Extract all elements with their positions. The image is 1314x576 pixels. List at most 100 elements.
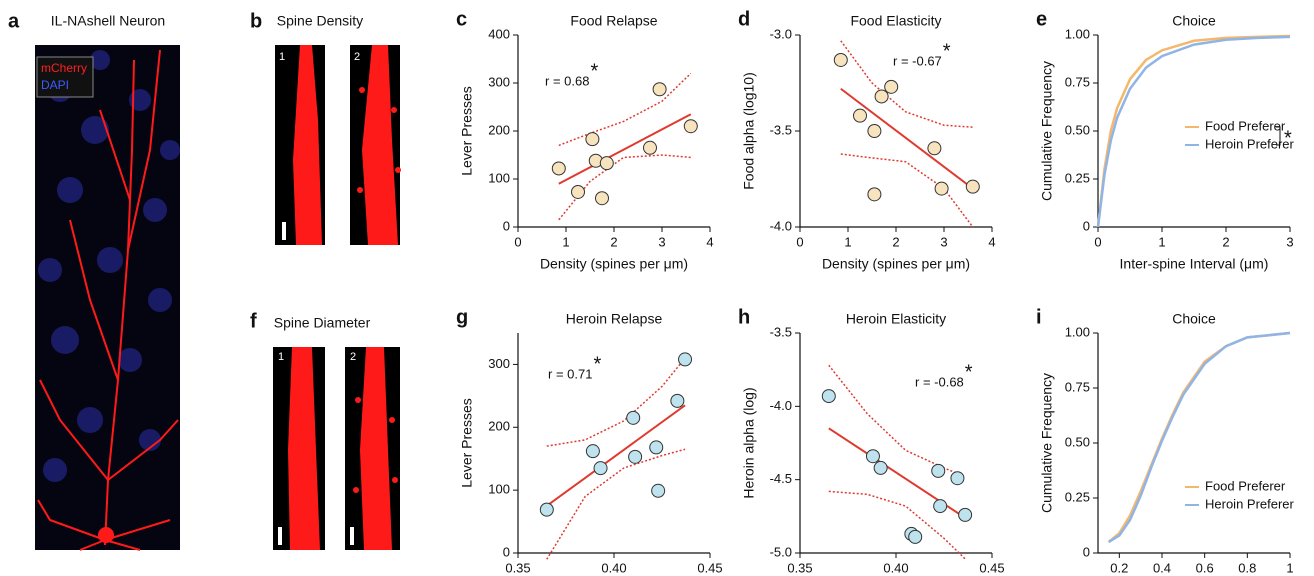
point: [628, 449, 643, 464]
y-tick-label: -5.0: [770, 544, 792, 559]
image-legend: DAPI: [41, 78, 69, 92]
y-axis-label: Cumulative Frequency: [1039, 373, 1055, 513]
x-tick-label: 3: [940, 234, 947, 249]
point: [934, 181, 949, 196]
x-tick-label: 2: [610, 234, 617, 249]
y-tick-label: -4.5: [770, 471, 792, 486]
y-axis-label: Cumulative Frequency: [1039, 61, 1055, 201]
x-tick-label: 0: [1094, 234, 1101, 249]
chart-title: Heroin Relapse: [566, 311, 663, 327]
panel-title: Spine Density: [277, 13, 363, 29]
point: [965, 179, 980, 194]
panel-letter: d: [738, 8, 750, 30]
x-tick-label: 3: [1286, 234, 1293, 249]
panel-letter: g: [456, 306, 468, 328]
point: [595, 191, 609, 206]
panel-title: IL-NAshell Neuron: [51, 13, 165, 29]
image-label: 1: [279, 51, 285, 63]
x-tick-label: 0.2: [1110, 560, 1128, 575]
point: [873, 460, 888, 475]
y-tick-label: 0.75: [1065, 379, 1090, 394]
fit-line: [840, 87, 974, 190]
point: [670, 393, 685, 408]
point: [821, 389, 836, 404]
point: [571, 184, 585, 199]
point: [833, 52, 848, 67]
significance: *: [593, 353, 601, 375]
chart-title: Food Relapse: [570, 13, 657, 29]
point: [874, 89, 889, 104]
y-tick-label: -4.0: [770, 218, 792, 233]
panel-letter: c: [456, 8, 467, 30]
annotation: r = 0.68: [545, 73, 589, 88]
point: [867, 124, 882, 138]
point: [649, 440, 664, 455]
chart-title: Choice: [1172, 13, 1216, 29]
point: [643, 140, 657, 155]
y-tick-label: 300: [488, 356, 510, 371]
y-tick-label: 1.00: [1065, 26, 1090, 41]
point: [683, 119, 698, 134]
spine-image: [275, 45, 408, 245]
image-label: 2: [354, 51, 360, 63]
neuron-image: [35, 45, 180, 551]
annotation: r = 0.71: [548, 366, 592, 381]
y-tick-label: 200: [488, 122, 510, 137]
fit-line: [558, 113, 692, 185]
ci-upper: [546, 357, 686, 447]
significance: *: [943, 40, 951, 62]
y-tick-label: 0: [503, 218, 510, 233]
point: [927, 141, 942, 156]
y-tick-label: 300: [488, 74, 510, 89]
y-tick-label: 100: [488, 482, 510, 497]
image-label: 1: [278, 351, 284, 363]
x-tick-label: 1: [844, 234, 851, 249]
y-tick-label: 0: [1083, 544, 1090, 559]
point: [651, 483, 666, 498]
point: [626, 410, 641, 425]
bracket: [1276, 126, 1281, 146]
point: [652, 82, 667, 97]
x-tick-label: 1: [1158, 234, 1165, 249]
x-tick-label: 0.40: [601, 560, 626, 575]
x-tick-label: 2: [892, 234, 899, 249]
point: [867, 187, 882, 202]
x-tick-label: 0.35: [505, 560, 530, 575]
y-tick-label: -3.0: [770, 26, 792, 41]
legend-label: Heroin Preferer: [1205, 496, 1295, 511]
ci-lower: [546, 448, 686, 560]
cdf-line: [1108, 331, 1291, 544]
y-tick-label: 0.50: [1065, 122, 1090, 137]
y-tick-label: 0: [503, 544, 510, 559]
y-axis-label: Food alpha (log10): [741, 72, 757, 190]
y-tick-label: 400: [488, 26, 510, 41]
point: [593, 461, 608, 476]
y-tick-label: 0.75: [1065, 74, 1090, 89]
y-tick-label: -3.5: [770, 122, 792, 137]
y-axis-label: Lever Presses: [459, 398, 475, 487]
chart-title: Food Elasticity: [850, 13, 941, 29]
point: [950, 471, 965, 486]
x-tick-label: 4: [988, 234, 995, 249]
y-tick-label: 0.25: [1065, 170, 1090, 185]
point: [539, 502, 554, 517]
x-tick-label: 4: [706, 234, 713, 249]
x-tick-label: 0.6: [1196, 560, 1214, 575]
y-tick-label: 200: [488, 419, 510, 434]
panel-letter: i: [1036, 306, 1042, 328]
x-axis-label: Density (spines per μm): [540, 256, 688, 272]
x-tick-label: 0.8: [1238, 560, 1256, 575]
x-tick-label: 3: [658, 234, 665, 249]
ci-lower: [840, 153, 974, 228]
significance: *: [590, 60, 598, 82]
point: [908, 529, 923, 544]
ci-lower: [828, 490, 966, 560]
panel-letter: b: [250, 10, 262, 32]
x-tick-label: 1: [1286, 560, 1293, 575]
legend-label: Food Preferer: [1205, 478, 1286, 493]
significance: *: [965, 361, 973, 383]
point: [585, 444, 600, 459]
x-axis-label: Inter-spine Interval (μm): [1120, 256, 1269, 272]
x-tick-label: 0.35: [787, 560, 812, 575]
